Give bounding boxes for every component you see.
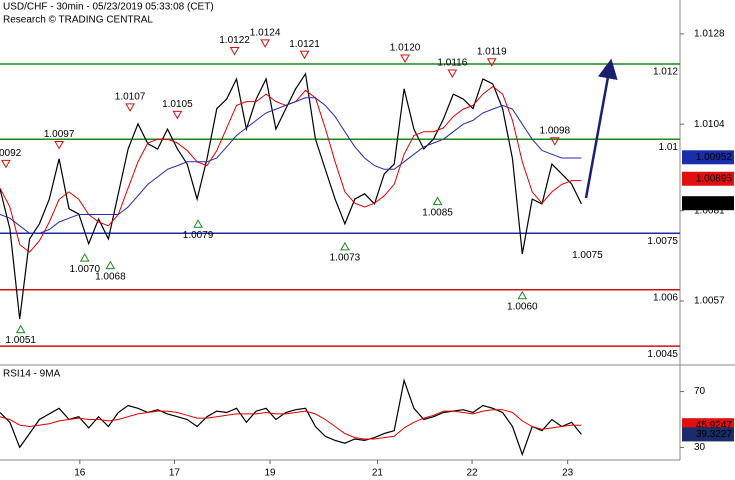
- high-marker: [447, 69, 458, 79]
- high-marker: [229, 46, 240, 56]
- chart-subtitle: Research © TRADING CENTRAL: [3, 15, 153, 26]
- price-marker-label: 1.00895: [696, 173, 733, 184]
- high-marker: [172, 110, 183, 120]
- low-marker: [193, 219, 203, 228]
- x-tick-label: 19: [264, 468, 276, 479]
- high-label: 1.0098: [540, 125, 571, 136]
- high-label: 1.0107: [115, 92, 146, 103]
- price-marker: [682, 150, 734, 165]
- low-marker: [105, 260, 116, 270]
- price-marker: [682, 427, 734, 442]
- high-marker: [400, 54, 410, 63]
- high-label: 1.0119: [477, 46, 507, 57]
- high-marker: [260, 39, 270, 48]
- high-label: 1.0116: [437, 58, 467, 69]
- chart-title: USD/CHF - 30min - 05/23/2019 05:33:08 (C…: [3, 2, 214, 13]
- level-label: 1.0075: [647, 236, 678, 247]
- high-label: 1.0124: [250, 28, 281, 39]
- y-tick-label: 70: [694, 386, 706, 397]
- price-marker-label: 1.0083: [701, 198, 732, 209]
- low-label: 1.0085: [422, 207, 453, 218]
- price-marker: [682, 196, 734, 211]
- price-marker: [682, 171, 734, 186]
- forecast-arrow: [584, 58, 618, 199]
- high-label: 1.0120: [390, 43, 421, 54]
- y-tick-label: 30: [694, 442, 706, 453]
- high-marker: [125, 103, 135, 112]
- high-label: 1.0121: [289, 39, 320, 50]
- low-label: 1.0068: [95, 271, 126, 282]
- high-marker: [1, 159, 11, 169]
- high-label: 1.0122: [219, 35, 250, 46]
- low-label: 1.0073: [330, 252, 361, 263]
- low-label: 1.0070: [69, 264, 100, 275]
- price-marker-label: 45.9247: [696, 420, 733, 431]
- x-tick-label: 16: [74, 468, 86, 479]
- low-marker: [432, 196, 443, 206]
- y-tick-label: 1.0081: [694, 205, 725, 216]
- low-marker: [340, 241, 350, 251]
- high-label: 1.0097: [44, 129, 75, 140]
- level-label: 1.0045: [647, 349, 678, 360]
- x-tick-label: 17: [169, 468, 181, 479]
- level-label: 1.012: [653, 67, 678, 78]
- high-marker: [54, 141, 64, 150]
- x-tick-label: 22: [466, 468, 478, 479]
- series-line: [0, 409, 582, 440]
- rsi-title: RSI14 - 9MA: [3, 369, 61, 380]
- low-label: 1.0060: [507, 301, 538, 312]
- high-marker: [486, 58, 497, 67]
- low-label: 1.0051: [5, 335, 36, 346]
- y-tick-label: 1.0128: [694, 29, 725, 40]
- low-marker: [79, 253, 90, 262]
- high-marker: [299, 50, 310, 60]
- x-tick-label: 21: [372, 468, 384, 479]
- price-marker-label: 1.00952: [696, 152, 733, 163]
- y-tick-label: 1.0057: [694, 296, 725, 307]
- series-line: [0, 378, 582, 457]
- low-label: 1.0079: [183, 230, 214, 241]
- price-marker-label: 39.3227: [696, 429, 733, 440]
- note-label: 1.0075: [572, 250, 603, 261]
- low-marker: [15, 324, 26, 334]
- high-label: 1.0092: [0, 148, 22, 159]
- series-line: [0, 72, 582, 320]
- high-marker: [549, 137, 560, 146]
- level-label: 1.006: [653, 292, 678, 303]
- y-tick-label: 1.0104: [694, 119, 725, 130]
- series-line: [0, 97, 582, 234]
- low-marker: [517, 290, 528, 300]
- level-label: 1.01: [659, 142, 679, 153]
- high-label: 1.0105: [162, 99, 193, 110]
- x-tick-label: 23: [562, 468, 574, 479]
